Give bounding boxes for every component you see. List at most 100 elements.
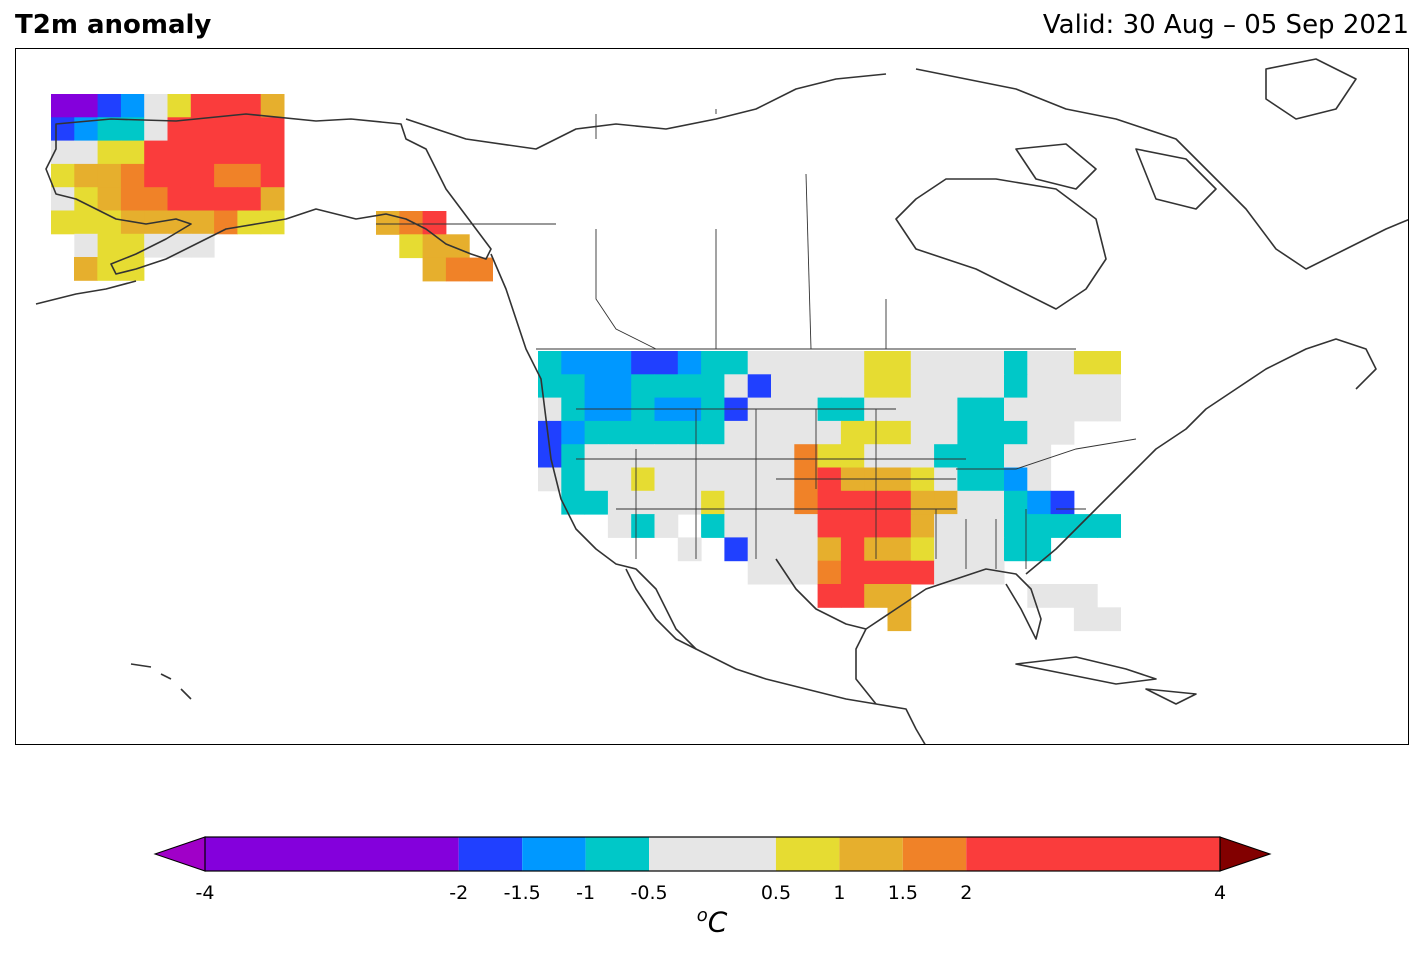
anomaly-cell (584, 374, 609, 399)
anomaly-cell (910, 560, 935, 585)
anomaly-cell (1050, 351, 1075, 375)
anomaly-cell (771, 397, 795, 422)
anomaly-cell (957, 490, 982, 515)
anomaly-cell (794, 444, 819, 468)
anomaly-cell (190, 140, 215, 165)
anomaly-cell (144, 94, 168, 118)
anomaly-cell (794, 374, 819, 399)
anomaly-cell (260, 140, 285, 165)
colorbar-bin (775, 837, 840, 871)
anomaly-cell (120, 140, 145, 165)
anomaly-cell (957, 537, 982, 562)
anomaly-cell (584, 467, 609, 492)
anomaly-cell (677, 397, 702, 422)
anomaly-cell (747, 560, 772, 585)
anomaly-map (35, 58, 1408, 744)
anomaly-cell (654, 397, 679, 422)
anomaly-cell (980, 374, 1005, 399)
anomaly-cell (74, 187, 99, 211)
anomaly-cell (840, 374, 865, 399)
anomaly-cell (167, 233, 192, 258)
anomaly-cell (607, 374, 632, 399)
anomaly-cell (1027, 420, 1052, 445)
anomaly-cell (1027, 444, 1052, 468)
anomaly-cell (654, 444, 679, 468)
colorbar-tick-label: -1 (576, 882, 596, 904)
anomaly-cell (561, 444, 586, 468)
colorbar-outline (204, 836, 1221, 872)
anomaly-cell (51, 94, 75, 118)
anomaly-cell (910, 420, 935, 445)
anomaly-cell (794, 351, 819, 375)
anomaly-cell (1027, 537, 1052, 562)
anomaly-cell (260, 94, 285, 118)
anomaly-cell (51, 163, 75, 188)
anomaly-cell (260, 163, 285, 188)
anomaly-cell (51, 140, 75, 165)
anomaly-cell (584, 444, 609, 468)
anomaly-cell (887, 584, 912, 608)
anomaly-cell (237, 187, 262, 211)
anomaly-cell (144, 117, 168, 142)
anomaly-cell (654, 467, 679, 492)
anomaly-cell (677, 351, 702, 375)
anomaly-cell (561, 420, 586, 445)
anomaly-cell (910, 374, 935, 399)
anomaly-cell (1004, 444, 1028, 468)
anomaly-cell (654, 490, 679, 515)
anomaly-cell (190, 117, 215, 142)
anomaly-cell (864, 351, 888, 375)
anomaly-cell (74, 163, 99, 188)
anomaly-cell (701, 420, 725, 445)
anomaly-cell (724, 420, 749, 445)
anomaly-cell (1004, 374, 1028, 399)
anomaly-cell (747, 444, 772, 468)
anomaly-cell (190, 210, 215, 235)
anomaly-cell (910, 514, 935, 538)
anomaly-cell (538, 374, 562, 399)
anomaly-cell (910, 444, 935, 468)
anomaly-cell (840, 490, 865, 515)
colorbar-bin (902, 837, 967, 871)
anomaly-cell (74, 140, 99, 165)
anomaly-cell (934, 514, 958, 538)
anomaly-cell (677, 374, 702, 399)
anomaly-cell (747, 537, 772, 562)
anomaly-cell (74, 94, 99, 118)
anomaly-cell (817, 560, 842, 585)
anomaly-cell (771, 490, 795, 515)
colorbar-tick-label: 1 (833, 882, 846, 904)
anomaly-cell (771, 514, 795, 538)
anomaly-cell (607, 514, 632, 538)
anomaly-cell (887, 607, 912, 632)
anomaly-cell (607, 420, 632, 445)
anomaly-cell (840, 351, 865, 375)
anomaly-cell (724, 490, 749, 515)
anomaly-cell (399, 234, 424, 259)
anomaly-cell (607, 490, 632, 515)
colorbar-tick-label: 0.5 (760, 882, 792, 904)
anomaly-cell (237, 163, 262, 188)
anomaly-cell (1004, 467, 1028, 492)
anomaly-cell (97, 210, 122, 235)
anomaly-cell (120, 94, 145, 118)
anomaly-cell (701, 374, 725, 399)
anomaly-cell (747, 420, 772, 445)
anomaly-cell (51, 210, 75, 235)
anomaly-cell (980, 351, 1005, 375)
anomaly-cell (422, 211, 447, 235)
anomaly-cell (607, 444, 632, 468)
anomaly-cell (840, 397, 865, 422)
anomaly-cell (654, 351, 679, 375)
anomaly-cell (167, 140, 192, 165)
anomaly-cell (584, 420, 609, 445)
anomaly-cell (97, 94, 122, 118)
anomaly-cell (654, 420, 679, 445)
anomaly-cell (654, 374, 679, 399)
anomaly-cell (190, 187, 215, 211)
anomaly-cell (980, 397, 1005, 422)
anomaly-cell (701, 490, 725, 515)
anomaly-cell (237, 94, 262, 118)
anomaly-cell (701, 444, 725, 468)
anomaly-cell (677, 467, 702, 492)
